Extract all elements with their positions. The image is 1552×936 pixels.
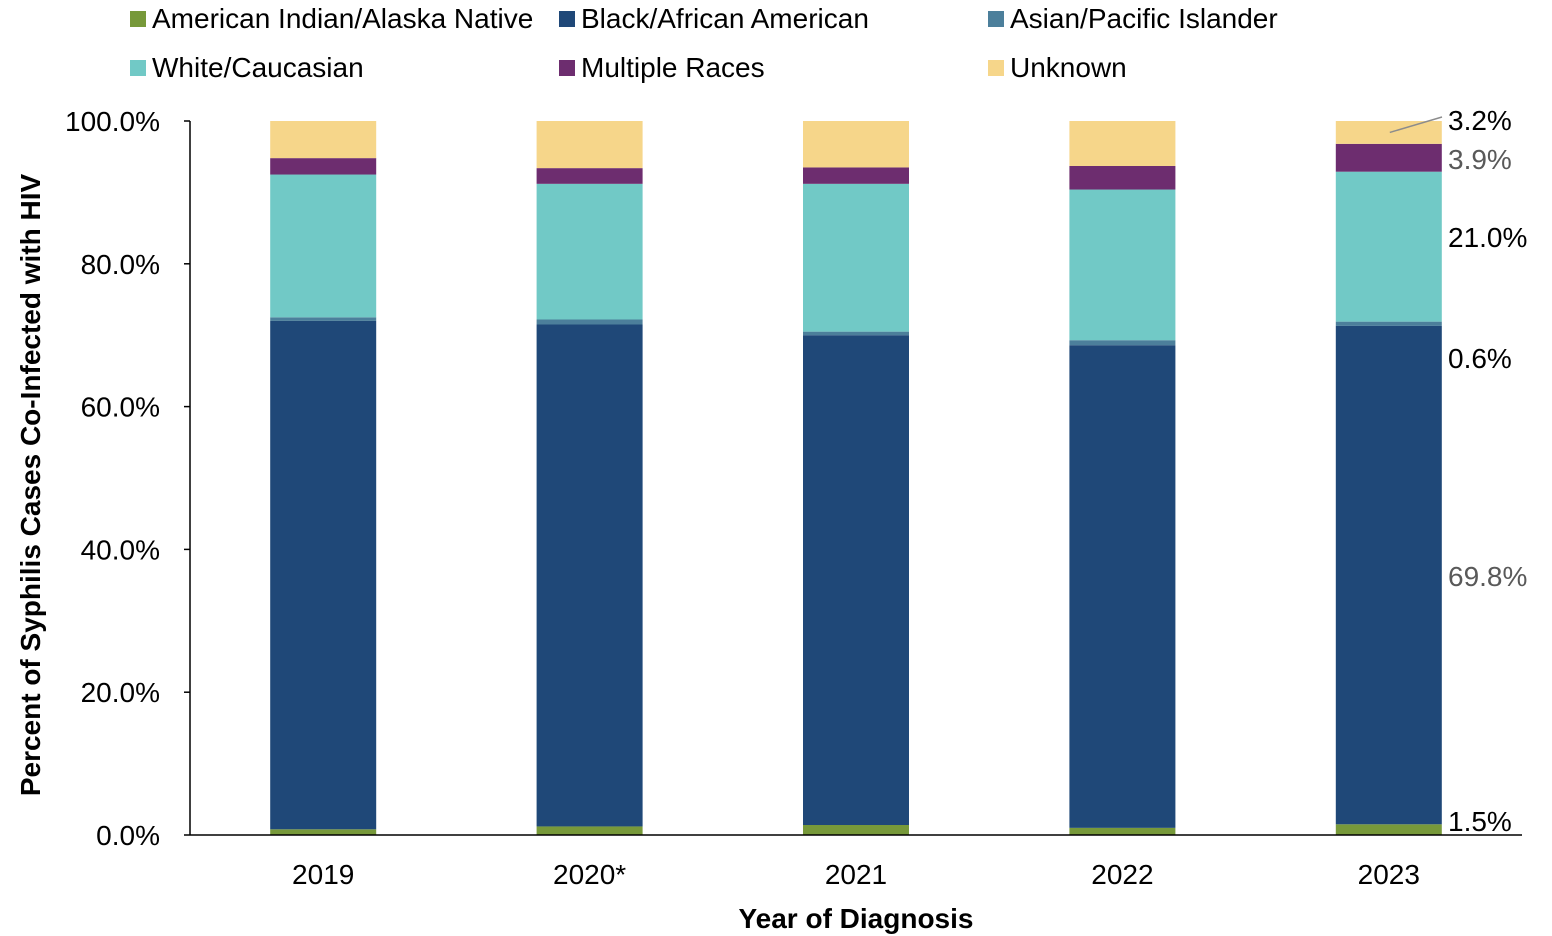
data-label: 1.5% xyxy=(1448,806,1512,837)
x-tick-label: 2022 xyxy=(1091,859,1153,890)
x-axis-title: Year of Diagnosis xyxy=(739,903,974,934)
bar-segment-2019-0 xyxy=(270,829,377,835)
legend-swatch xyxy=(130,60,146,76)
legend-swatch xyxy=(559,60,575,76)
bar-segment-2021-4 xyxy=(803,167,909,184)
bar-segment-2023-1 xyxy=(1335,325,1442,825)
y-axis-title: Percent of Syphilis Cases Co-Infected wi… xyxy=(15,173,46,796)
bar-segment-2021-3 xyxy=(803,183,909,332)
bar-segment-2022-0 xyxy=(1069,827,1176,835)
legend-label: Asian/Pacific Islander xyxy=(1010,3,1278,34)
legend-swatch xyxy=(130,11,146,27)
legend-item: Asian/Pacific Islander xyxy=(988,3,1278,35)
y-tick-label: 60.0% xyxy=(81,392,160,423)
legend: American Indian/Alaska Native Black/Afric… xyxy=(0,0,1552,100)
legend-item: Black/African American xyxy=(559,3,869,35)
legend-swatch xyxy=(988,60,1004,76)
bar-segment-2020-5 xyxy=(536,121,643,169)
legend-item: Unknown xyxy=(988,52,1127,84)
bar-segment-2019-2 xyxy=(270,317,377,321)
data-label: 0.6% xyxy=(1448,343,1512,374)
data-label: 3.2% xyxy=(1448,105,1512,136)
bar-segment-2023-4 xyxy=(1335,143,1442,172)
x-tick-label: 2020* xyxy=(553,859,626,890)
legend-swatch xyxy=(559,11,575,27)
bar-segment-2019-3 xyxy=(270,174,377,318)
bar-segment-2020-1 xyxy=(536,324,643,827)
legend-label: Unknown xyxy=(1010,52,1127,83)
y-tick-label: 0.0% xyxy=(96,820,160,851)
bar-segment-2023-2 xyxy=(1335,321,1442,326)
legend-item: American Indian/Alaska Native xyxy=(130,3,533,35)
leader-line xyxy=(1389,116,1443,134)
bar-segment-2020-3 xyxy=(536,183,643,320)
legend-label: American Indian/Alaska Native xyxy=(152,3,534,34)
legend-item: Multiple Races xyxy=(559,52,765,84)
bar-segment-2020-0 xyxy=(536,826,643,835)
bar-segment-2022-3 xyxy=(1069,189,1176,341)
bar-segment-2021-5 xyxy=(803,121,909,168)
legend-label: Black/African American xyxy=(581,3,869,34)
bar-segment-2021-2 xyxy=(803,331,909,336)
y-tick-label: 100.0% xyxy=(65,106,160,137)
data-label: 3.9% xyxy=(1448,144,1512,175)
x-tick-label: 2023 xyxy=(1358,859,1420,890)
bar-segment-2023-5 xyxy=(1335,121,1442,144)
x-tick-label: 2021 xyxy=(825,859,887,890)
bar-segment-2020-4 xyxy=(536,168,643,184)
bar-segment-2019-1 xyxy=(270,320,377,830)
y-tick-label: 20.0% xyxy=(81,677,160,708)
bar-segment-2021-0 xyxy=(803,825,909,835)
bar-segment-2022-5 xyxy=(1069,121,1176,166)
bar-segment-2022-2 xyxy=(1069,340,1176,346)
bar-segment-2023-0 xyxy=(1335,824,1442,835)
bar-segment-2022-1 xyxy=(1069,345,1176,828)
data-label: 69.8% xyxy=(1448,561,1527,592)
bar-segment-2019-4 xyxy=(270,158,377,175)
bar-segment-2019-5 xyxy=(270,121,377,159)
bar-segment-2021-1 xyxy=(803,335,909,826)
y-tick-label: 80.0% xyxy=(81,249,160,280)
y-tick-label: 40.0% xyxy=(81,534,160,565)
legend-label: Multiple Races xyxy=(581,52,765,83)
data-label: 21.0% xyxy=(1448,222,1527,253)
x-tick-label: 2019 xyxy=(292,859,354,890)
legend-swatch xyxy=(988,11,1004,27)
bar-segment-2020-2 xyxy=(536,319,643,325)
legend-item: White/Caucasian xyxy=(130,52,364,84)
legend-label: White/Caucasian xyxy=(152,52,364,83)
bar-segment-2023-3 xyxy=(1335,171,1442,322)
bar-segment-2022-4 xyxy=(1069,165,1176,190)
